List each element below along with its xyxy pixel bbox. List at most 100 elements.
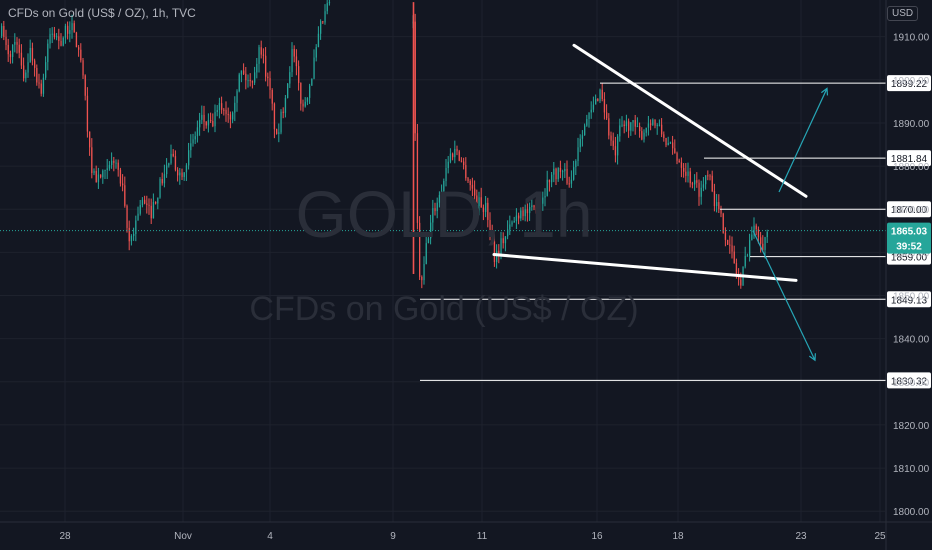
candle-body [20, 52, 23, 66]
candle-body [621, 124, 623, 126]
y-tick-label: 1850.00 [893, 292, 930, 303]
candle-body [23, 65, 25, 79]
candle-body [427, 238, 430, 244]
candle-body [258, 47, 260, 64]
candle-body [709, 175, 711, 177]
currency-button[interactable]: USD [887, 6, 919, 21]
y-tick-label: 1900.00 [893, 76, 930, 87]
candle-body [760, 237, 762, 244]
candle-body [119, 169, 122, 184]
candle-body [452, 153, 454, 158]
candle-body [588, 112, 590, 120]
candle-body [122, 183, 124, 186]
candle-body [31, 47, 34, 61]
candle-body [227, 114, 229, 116]
candle-body [192, 139, 194, 144]
y-tick-label: 1800.00 [893, 507, 930, 518]
candle-body [80, 49, 82, 61]
candle-body [247, 80, 249, 82]
candle-body [126, 205, 128, 228]
candle-body [471, 184, 474, 189]
level-price-tag [887, 291, 931, 308]
candle-body [60, 40, 62, 46]
candle-body [25, 72, 27, 79]
candle-body [306, 97, 309, 102]
candle-body [702, 184, 705, 188]
candle-body [436, 202, 438, 212]
candle-body [40, 83, 42, 94]
candle-body [753, 225, 755, 235]
candle-body [282, 111, 284, 113]
arrow-line [752, 230, 816, 361]
candle-body [603, 98, 606, 113]
candle-body [300, 82, 302, 104]
candle-body [172, 153, 174, 157]
candle-body [163, 174, 166, 184]
candle-body [749, 240, 751, 256]
candle-body [430, 222, 432, 239]
candle-body [643, 132, 645, 140]
x-tick-label: 4 [267, 531, 273, 542]
candle-body [104, 169, 106, 171]
x-tick-label: 23 [795, 531, 807, 542]
candle-body [507, 229, 509, 237]
candle-body [91, 147, 93, 173]
y-tick-label: 1820.00 [893, 421, 930, 432]
candle-body [597, 98, 599, 101]
candle-body [691, 183, 694, 185]
drawings[interactable] [492, 43, 829, 362]
candle-body [586, 119, 588, 126]
candle-body [190, 143, 192, 151]
candle-body [265, 55, 267, 77]
candle-body [722, 213, 724, 233]
candle-body [755, 225, 757, 230]
candle-body [485, 202, 487, 212]
candle-body [689, 171, 691, 184]
candle-body [526, 209, 529, 214]
candle-body [509, 224, 511, 230]
candle-body [16, 41, 18, 45]
candle-body [458, 151, 460, 161]
candle-body [548, 179, 551, 183]
candle-body [177, 169, 179, 176]
candle-body [535, 207, 537, 213]
candle-body [724, 232, 727, 240]
candle-body [86, 95, 89, 132]
candle-body [570, 179, 573, 184]
candle-body [746, 255, 749, 257]
candle-body [47, 43, 49, 63]
candle-body [14, 41, 16, 45]
y-tick-label: 1840.00 [893, 335, 930, 346]
current-price-tag [887, 222, 931, 254]
candle-body [553, 168, 555, 175]
candle-body [212, 120, 214, 127]
candle-body [606, 112, 608, 119]
candle-body [117, 162, 119, 170]
candle-body [474, 188, 476, 196]
candle-body [493, 241, 496, 263]
horizontal-levels[interactable]: 1899.22 1881.84 1870.00 1859.00 1849.13 1830.… [0, 75, 931, 389]
candle-body [100, 174, 102, 178]
candle-body [84, 75, 86, 96]
candle-body [647, 123, 650, 128]
candle-body [764, 237, 766, 250]
level-price-tag [887, 150, 931, 167]
candle-body [537, 207, 540, 213]
candle-body [601, 89, 603, 99]
candle-body [75, 32, 78, 48]
countdown-label: 39:52 [896, 242, 922, 253]
candle-body [150, 205, 152, 219]
level-price-label: 1849.13 [891, 295, 928, 306]
arrow-line [778, 88, 828, 193]
candle-body [89, 131, 91, 148]
candle-body [124, 185, 126, 206]
candle-body [317, 33, 320, 48]
candle-body [298, 66, 300, 83]
candle-body [518, 215, 520, 219]
candle-body [740, 279, 742, 286]
candle-body [234, 102, 236, 113]
candle-body [632, 120, 634, 123]
